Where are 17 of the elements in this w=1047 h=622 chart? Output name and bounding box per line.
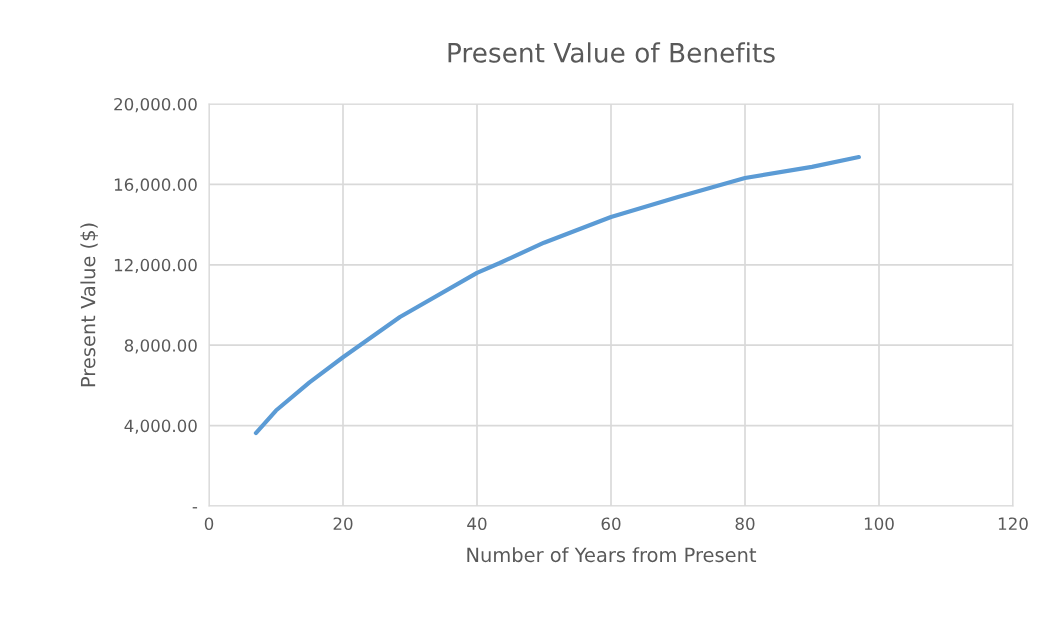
- x-tick-label: 60: [601, 517, 621, 531]
- y-axis-title: Present Value ($): [80, 223, 98, 387]
- y-tick-label: -: [192, 507, 198, 509]
- y-tick-label: 8,000.00: [124, 339, 197, 354]
- y-tick-label: 12,000.00: [114, 258, 197, 274]
- y-tick-label: 16,000.00: [114, 178, 197, 193]
- x-tick-label: 0: [204, 517, 214, 531]
- x-tick-label: 80: [735, 517, 755, 531]
- y-tick-label: 4,000.00: [124, 419, 197, 434]
- chart-title: Present Value of Benefits: [448, 42, 775, 63]
- line-series: [253, 154, 861, 436]
- x-tick-label: 20: [333, 517, 353, 531]
- x-tick-label: 120: [998, 517, 1028, 531]
- x-tick-label: 100: [864, 517, 894, 531]
- x-tick-label: 40: [467, 517, 487, 531]
- x-axis-title: Number of Years from Present: [467, 547, 757, 563]
- y-tick-label: 20,000.00: [114, 97, 197, 113]
